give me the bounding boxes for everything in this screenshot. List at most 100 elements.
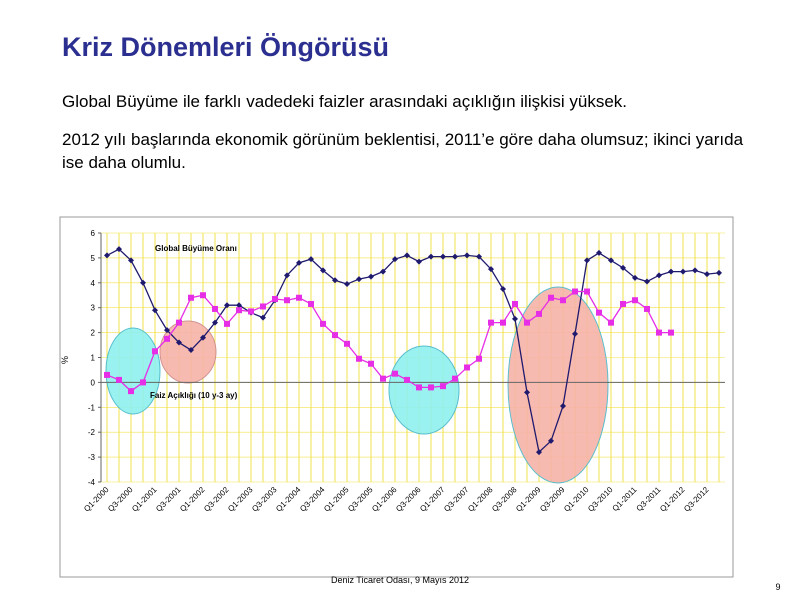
data-point — [404, 376, 410, 383]
data-point — [380, 268, 386, 275]
data-point — [140, 279, 146, 286]
data-point — [464, 252, 470, 259]
data-point — [584, 288, 590, 295]
data-point — [128, 257, 134, 264]
data-point — [272, 295, 278, 302]
data-point — [572, 330, 578, 337]
data-point — [668, 329, 674, 336]
data-point — [452, 375, 458, 382]
data-point — [536, 449, 542, 456]
data-point — [476, 355, 482, 362]
y-tick-label: -4 — [88, 478, 96, 487]
series-label: Faiz Açıklığı (10 y-3 ay) — [150, 391, 238, 400]
data-point — [284, 272, 290, 279]
y-tick-label: -1 — [88, 403, 96, 412]
data-point — [356, 276, 362, 283]
series-label: Global Büyüme Oranı — [155, 244, 237, 253]
data-point — [440, 253, 446, 260]
data-point — [236, 307, 242, 314]
data-point — [296, 294, 302, 301]
data-point — [308, 300, 314, 307]
footer: Deniz Ticaret Odası, 9 Mayıs 2012 — [331, 575, 469, 585]
data-point — [332, 277, 338, 284]
data-point — [164, 327, 170, 334]
data-point — [356, 355, 362, 362]
y-tick-label: 1 — [91, 354, 96, 363]
data-point — [500, 319, 506, 326]
y-tick-label: 5 — [91, 254, 96, 263]
data-point — [260, 303, 266, 310]
y-axis-label: % — [60, 356, 70, 364]
data-point — [656, 329, 662, 336]
data-point — [632, 274, 638, 281]
slide-title: Kriz Dönemleri Öngörüsü — [62, 32, 390, 62]
data-point — [704, 271, 710, 278]
data-point — [188, 347, 194, 354]
data-point — [392, 256, 398, 263]
data-point — [488, 319, 494, 326]
y-tick-label: -3 — [88, 453, 96, 462]
data-point — [656, 272, 662, 279]
data-point — [224, 302, 230, 309]
data-point — [116, 376, 122, 383]
page-number: 9 — [775, 582, 780, 592]
data-point — [536, 310, 542, 317]
data-point — [320, 267, 326, 274]
data-point — [344, 340, 350, 347]
series-line — [106, 248, 720, 454]
data-point — [104, 371, 110, 378]
highlight — [388, 345, 460, 435]
data-point — [104, 252, 110, 259]
data-point — [116, 246, 122, 253]
data-point — [692, 267, 698, 274]
data-point — [200, 292, 206, 299]
data-point — [176, 319, 182, 326]
data-point — [548, 437, 554, 444]
data-point — [608, 319, 614, 326]
data-point — [680, 268, 686, 275]
data-point — [224, 320, 230, 327]
data-point — [200, 334, 206, 341]
data-point — [620, 300, 626, 307]
data-point — [176, 339, 182, 346]
data-point — [428, 253, 434, 260]
data-point — [632, 297, 638, 304]
data-point — [560, 297, 566, 304]
data-point — [584, 257, 590, 264]
data-point — [524, 389, 530, 396]
data-point — [212, 305, 218, 312]
y-tick-label: 6 — [91, 229, 96, 238]
data-point — [368, 360, 374, 367]
highlight — [105, 327, 161, 415]
data-point — [716, 269, 722, 276]
data-point — [608, 257, 614, 264]
y-tick-label: 0 — [91, 378, 96, 387]
data-point — [428, 384, 434, 391]
bullet: 2012 yılı başlarında ekonomik görünüm be… — [62, 130, 744, 172]
data-point — [524, 319, 530, 326]
data-point — [320, 320, 326, 327]
highlight — [507, 286, 609, 484]
data-point — [308, 256, 314, 263]
data-point — [416, 384, 422, 391]
y-tick-label: 3 — [91, 304, 96, 313]
data-point — [644, 278, 650, 285]
y-tick-label: 4 — [91, 279, 96, 288]
data-point — [164, 335, 170, 342]
data-point — [284, 297, 290, 304]
data-point — [512, 315, 518, 322]
data-point — [296, 259, 302, 266]
data-point — [560, 403, 566, 410]
data-point — [332, 332, 338, 339]
bullet: Global Büyüme ile farklı vadedeki faizle… — [62, 92, 628, 111]
data-point — [668, 268, 674, 275]
y-tick-label: 2 — [91, 329, 96, 338]
data-point — [404, 252, 410, 259]
data-point — [488, 266, 494, 273]
data-point — [596, 309, 602, 316]
data-point — [152, 348, 158, 355]
data-point — [392, 370, 398, 377]
data-point — [140, 379, 146, 386]
